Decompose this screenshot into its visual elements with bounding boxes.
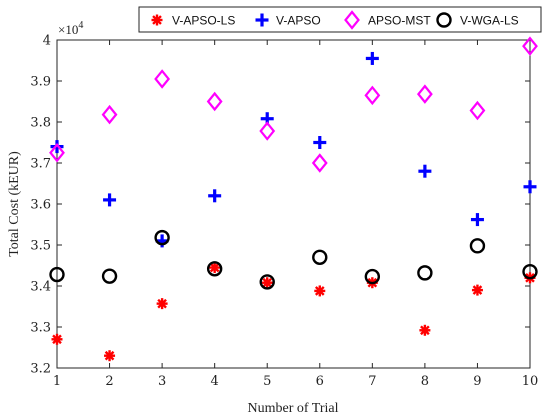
data-point-apso-mst-5	[259, 121, 276, 141]
data-point-v-wga-ls-8	[417, 265, 433, 281]
data-point-apso-mst-1	[49, 143, 65, 163]
x-tick-label: 7	[368, 374, 376, 389]
legend-label-v-apso-ls: V-APSO-LS	[172, 14, 235, 28]
x-tick-label: 8	[421, 374, 429, 389]
data-point-v-apso-ls-4	[209, 262, 221, 274]
data-point-apso-mst-9	[469, 100, 486, 121]
data-point-v-apso-6	[313, 136, 327, 149]
data-point-v-apso-ls-8	[419, 324, 431, 336]
data-point-v-wga-ls-1	[49, 266, 65, 283]
legend-marker-apso-mst	[344, 10, 360, 30]
y-tick-label: 3.6	[30, 198, 51, 213]
x-axis-label: Number of Trial	[248, 401, 339, 416]
x-tick-label: 6	[316, 374, 324, 389]
y-tick-label: 3.8	[30, 116, 51, 131]
x-tick-label: 1	[53, 374, 61, 389]
series-layer	[49, 36, 538, 362]
data-point-v-apso-10	[523, 180, 537, 194]
data-point-v-wga-ls-7	[364, 268, 381, 285]
data-point-apso-mst-2	[101, 104, 118, 125]
data-point-v-wga-ls-9	[469, 238, 486, 254]
x-tick-label: 4	[211, 374, 219, 389]
x-axis-ticks: 1 2 3 4 5 6 7 8 9 10	[53, 40, 538, 389]
x-tick-label: 9	[473, 374, 481, 389]
y-exponent-base: ×10	[58, 22, 78, 37]
x-tick-label: 5	[263, 374, 271, 389]
legend-box	[138, 6, 542, 33]
data-point-v-apso-7	[365, 51, 379, 65]
x-tick-label: 10	[522, 374, 539, 389]
data-point-v-apso-ls-9	[471, 284, 483, 296]
data-point-v-apso-ls-1	[51, 333, 63, 345]
y-tick-label: 3.9	[30, 75, 51, 90]
y-axis-label: Total Cost (kEUR)	[7, 151, 22, 257]
y-tick-label: 3.5	[30, 239, 51, 254]
data-point-v-wga-ls-5	[259, 274, 275, 290]
data-point-apso-mst-3	[154, 69, 171, 89]
legend-marker-v-wga-ls	[436, 12, 452, 28]
y-tick-label: 3.3	[30, 321, 51, 336]
data-point-apso-mst-6	[311, 153, 328, 173]
y-axis-exponent: ×104	[58, 20, 83, 37]
y-tick-label: 4	[43, 34, 51, 49]
data-point-apso-mst-7	[364, 85, 381, 106]
y-exponent-power: 4	[78, 20, 83, 31]
y-tick-label: 3.4	[30, 280, 51, 295]
series-apso-mst	[49, 36, 538, 173]
data-point-v-apso-1	[50, 140, 64, 154]
data-point-v-apso-ls-3	[156, 298, 168, 310]
data-point-v-apso-4	[208, 189, 222, 203]
data-point-apso-mst-10	[522, 36, 538, 56]
legend: V-APSO-LS V-APSO APSO-MST V-WGA-LS	[138, 6, 542, 33]
data-point-v-wga-ls-10	[522, 263, 538, 280]
legend-label-v-wga-ls: V-WGA-LS	[460, 14, 519, 28]
data-point-v-apso-8	[418, 164, 432, 178]
data-point-v-wga-ls-3	[154, 229, 170, 246]
legend-marker-v-apso	[255, 13, 269, 27]
y-axis-ticks: 3.2 3.3 3.4 3.5 3.6 3.7 3.8 3.9 4	[30, 34, 530, 377]
data-point-v-wga-ls-4	[206, 261, 223, 277]
data-point-v-apso-2	[103, 193, 117, 207]
legend-marker-v-apso-ls	[151, 14, 163, 26]
x-tick-label: 3	[158, 374, 166, 389]
data-point-v-apso-ls-5	[261, 277, 273, 289]
legend-label-apso-mst: APSO-MST	[368, 14, 431, 28]
series-v-wga-ls	[49, 229, 538, 290]
y-tick-label: 3.2	[30, 362, 51, 377]
data-point-apso-mst-8	[416, 84, 433, 104]
data-point-v-apso-ls-6	[314, 285, 326, 297]
x-tick-label: 2	[105, 374, 113, 389]
data-point-v-wga-ls-2	[101, 268, 118, 284]
data-point-v-apso-ls-2	[104, 350, 116, 362]
plot-area	[56, 39, 531, 369]
data-point-apso-mst-4	[206, 91, 223, 112]
data-point-v-wga-ls-6	[312, 249, 328, 265]
data-point-v-apso-9	[470, 213, 484, 227]
y-tick-label: 3.7	[30, 157, 51, 172]
legend-label-v-apso: V-APSO	[276, 14, 321, 28]
